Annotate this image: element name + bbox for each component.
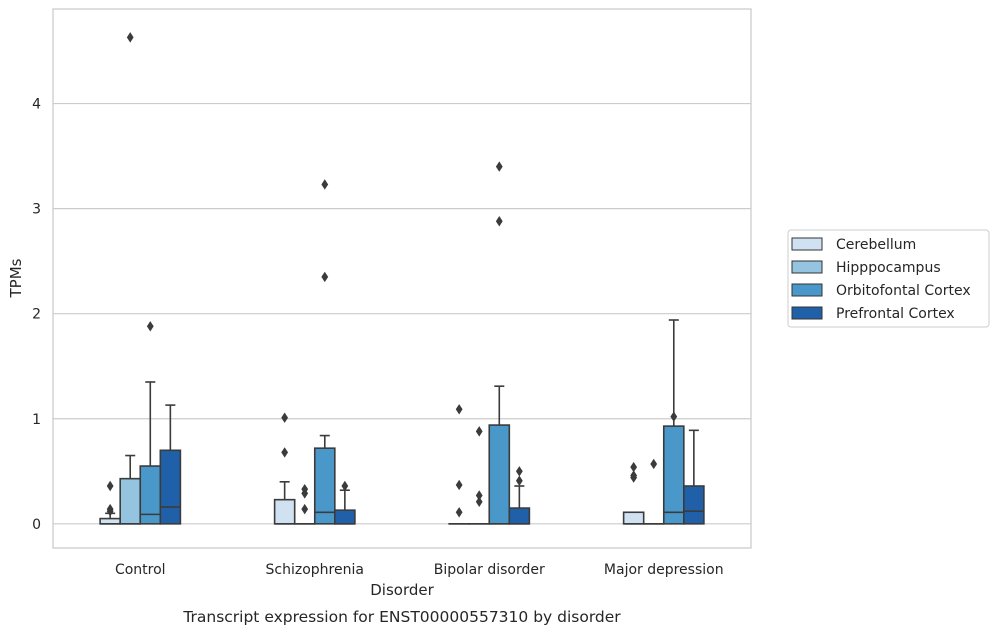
outlier-point	[321, 271, 329, 283]
chart-caption: Transcript expression for ENST0000055731…	[182, 608, 621, 626]
y-tick-label: 3	[32, 202, 41, 218]
box-body	[334, 509, 356, 525]
box-2-2	[488, 161, 511, 525]
x-tick-label: Schizophrenia	[266, 562, 364, 578]
box-body	[662, 425, 685, 525]
plot-frame	[52, 8, 752, 549]
outlier-point	[106, 503, 114, 515]
box-2-3	[508, 466, 531, 525]
outlier-point	[455, 507, 463, 518]
outlier-point	[515, 466, 523, 477]
legend-swatch	[791, 260, 823, 274]
legend-frame	[787, 229, 990, 328]
x-tick-labels: Control Schizophrenia Bipolar disorder Majo…	[115, 562, 724, 578]
outlier-point	[630, 461, 638, 473]
y-tick-label: 4	[32, 97, 41, 113]
legend-swatch	[791, 306, 823, 320]
box-3-1	[642, 458, 665, 525]
outlier-point	[495, 161, 503, 172]
outlier-point	[126, 32, 134, 43]
box-1-0	[273, 412, 296, 525]
y-tick-label: 1	[32, 412, 41, 428]
outlier-point	[495, 216, 503, 227]
y-tick-label: 2	[32, 307, 41, 323]
box-groups	[99, 32, 705, 525]
box-0-3	[159, 404, 182, 525]
legend-label: Cerebellum	[836, 237, 916, 253]
box-1-3	[334, 480, 356, 525]
box-3-2	[662, 319, 685, 525]
x-tick-label: Major depression	[604, 562, 724, 578]
legend-swatch	[791, 237, 823, 251]
legend: Cerebellum Hipppocampus Orbitofontal Corte…	[787, 229, 990, 328]
y-tick-label: 0	[32, 517, 41, 533]
box-body	[622, 511, 645, 525]
box-body	[119, 477, 142, 525]
box-0-1	[119, 32, 142, 525]
outlier-point	[630, 470, 638, 481]
box-body	[683, 485, 705, 525]
outlier-point	[321, 179, 329, 190]
outlier-point	[670, 411, 678, 422]
box-3-0	[622, 461, 645, 525]
legend-label: Orbitofontal Cortex	[836, 283, 971, 299]
outlier-point	[301, 503, 309, 515]
y-tick-labels: 0 1 2 3 4	[32, 97, 41, 533]
x-tick-label: Control	[115, 562, 166, 578]
box-2-0	[448, 404, 470, 525]
box-body	[313, 447, 336, 525]
outlier-point	[650, 458, 658, 470]
box-body	[159, 449, 182, 525]
outlier-point	[475, 426, 483, 437]
outlier-point	[106, 480, 114, 492]
box-body	[508, 507, 531, 525]
outlier-point	[455, 404, 463, 415]
outlier-point	[515, 475, 523, 486]
outlier-point	[475, 490, 483, 501]
box-0-2	[139, 321, 162, 525]
outlier-point	[455, 479, 463, 491]
x-tick-label: Bipolar disorder	[434, 562, 545, 578]
box-3-3	[683, 429, 705, 525]
box-1-2	[313, 179, 336, 525]
legend-label: Prefrontal Cortex	[836, 306, 955, 322]
box-body	[488, 424, 511, 525]
box-2-1	[468, 426, 491, 525]
legend-swatch	[791, 283, 823, 297]
box-0-0	[99, 480, 121, 525]
box-body	[273, 498, 296, 525]
outlier-point	[475, 496, 483, 507]
outlier-point	[341, 480, 349, 492]
outlier-point	[301, 483, 309, 495]
y-axis-title: TPMs	[7, 258, 25, 298]
outlier-point	[146, 321, 154, 332]
outlier-point	[281, 447, 289, 458]
outlier-point	[281, 412, 289, 423]
x-axis-title: Disorder	[370, 581, 434, 599]
legend-label: Hipppocampus	[836, 260, 941, 276]
